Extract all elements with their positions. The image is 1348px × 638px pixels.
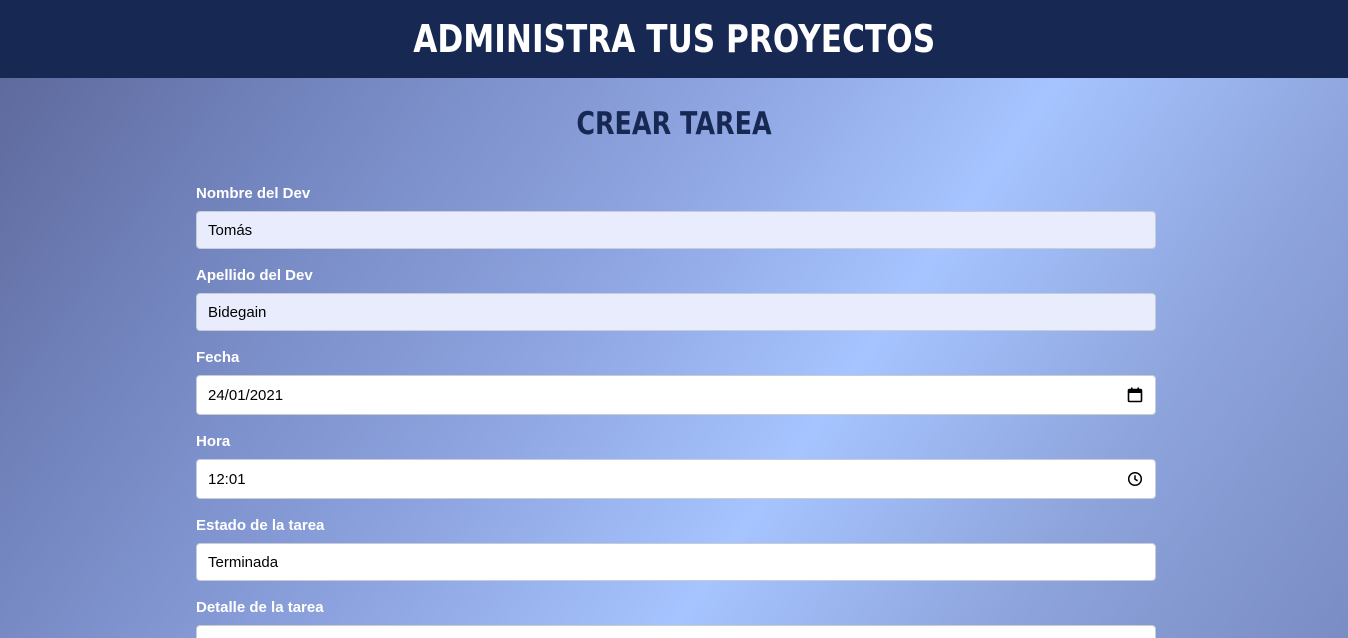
create-task-form: Nombre del Dev Tomás Apellido del Dev Bi… bbox=[196, 184, 1156, 638]
dev-name-label: Nombre del Dev bbox=[196, 185, 311, 202]
clock-icon[interactable] bbox=[1127, 471, 1143, 487]
date-input[interactable]: 24/01/2021 bbox=[196, 375, 1156, 415]
dev-lastname-input[interactable]: Bidegain bbox=[196, 293, 1156, 331]
status-value: Terminada bbox=[208, 553, 279, 571]
dev-lastname-label: Apellido del Dev bbox=[196, 267, 313, 284]
form-title: CREAR TAREA bbox=[576, 106, 772, 142]
time-input[interactable]: 12:01 bbox=[196, 459, 1156, 499]
date-value: 24/01/2021 bbox=[208, 386, 284, 404]
time-label: Hora bbox=[196, 433, 231, 450]
date-field-group: Fecha 24/01/2021 bbox=[196, 348, 1156, 415]
status-input[interactable]: Terminada bbox=[196, 543, 1156, 581]
status-label: Estado de la tarea bbox=[196, 517, 325, 534]
app-header: ADMINISTRA TUS PROYECTOS bbox=[0, 0, 1348, 78]
status-field-group: Estado de la tarea Terminada bbox=[196, 516, 1156, 581]
dev-name-input[interactable]: Tomás bbox=[196, 211, 1156, 249]
time-field-group: Hora 12:01 bbox=[196, 432, 1156, 499]
dev-lastname-value: Bidegain bbox=[208, 303, 267, 321]
dev-name-value: Tomás bbox=[208, 221, 253, 239]
calendar-icon[interactable] bbox=[1127, 387, 1143, 403]
detail-field-group: Detalle de la tarea bbox=[196, 598, 1156, 638]
detail-label: Detalle de la tarea bbox=[196, 599, 324, 616]
time-value: 12:01 bbox=[208, 470, 246, 488]
dev-name-field-group: Nombre del Dev Tomás bbox=[196, 184, 1156, 249]
dev-lastname-field-group: Apellido del Dev Bidegain bbox=[196, 266, 1156, 331]
detail-textarea[interactable] bbox=[196, 625, 1156, 638]
date-label: Fecha bbox=[196, 349, 240, 366]
app-title: ADMINISTRA TUS PROYECTOS bbox=[413, 17, 935, 61]
